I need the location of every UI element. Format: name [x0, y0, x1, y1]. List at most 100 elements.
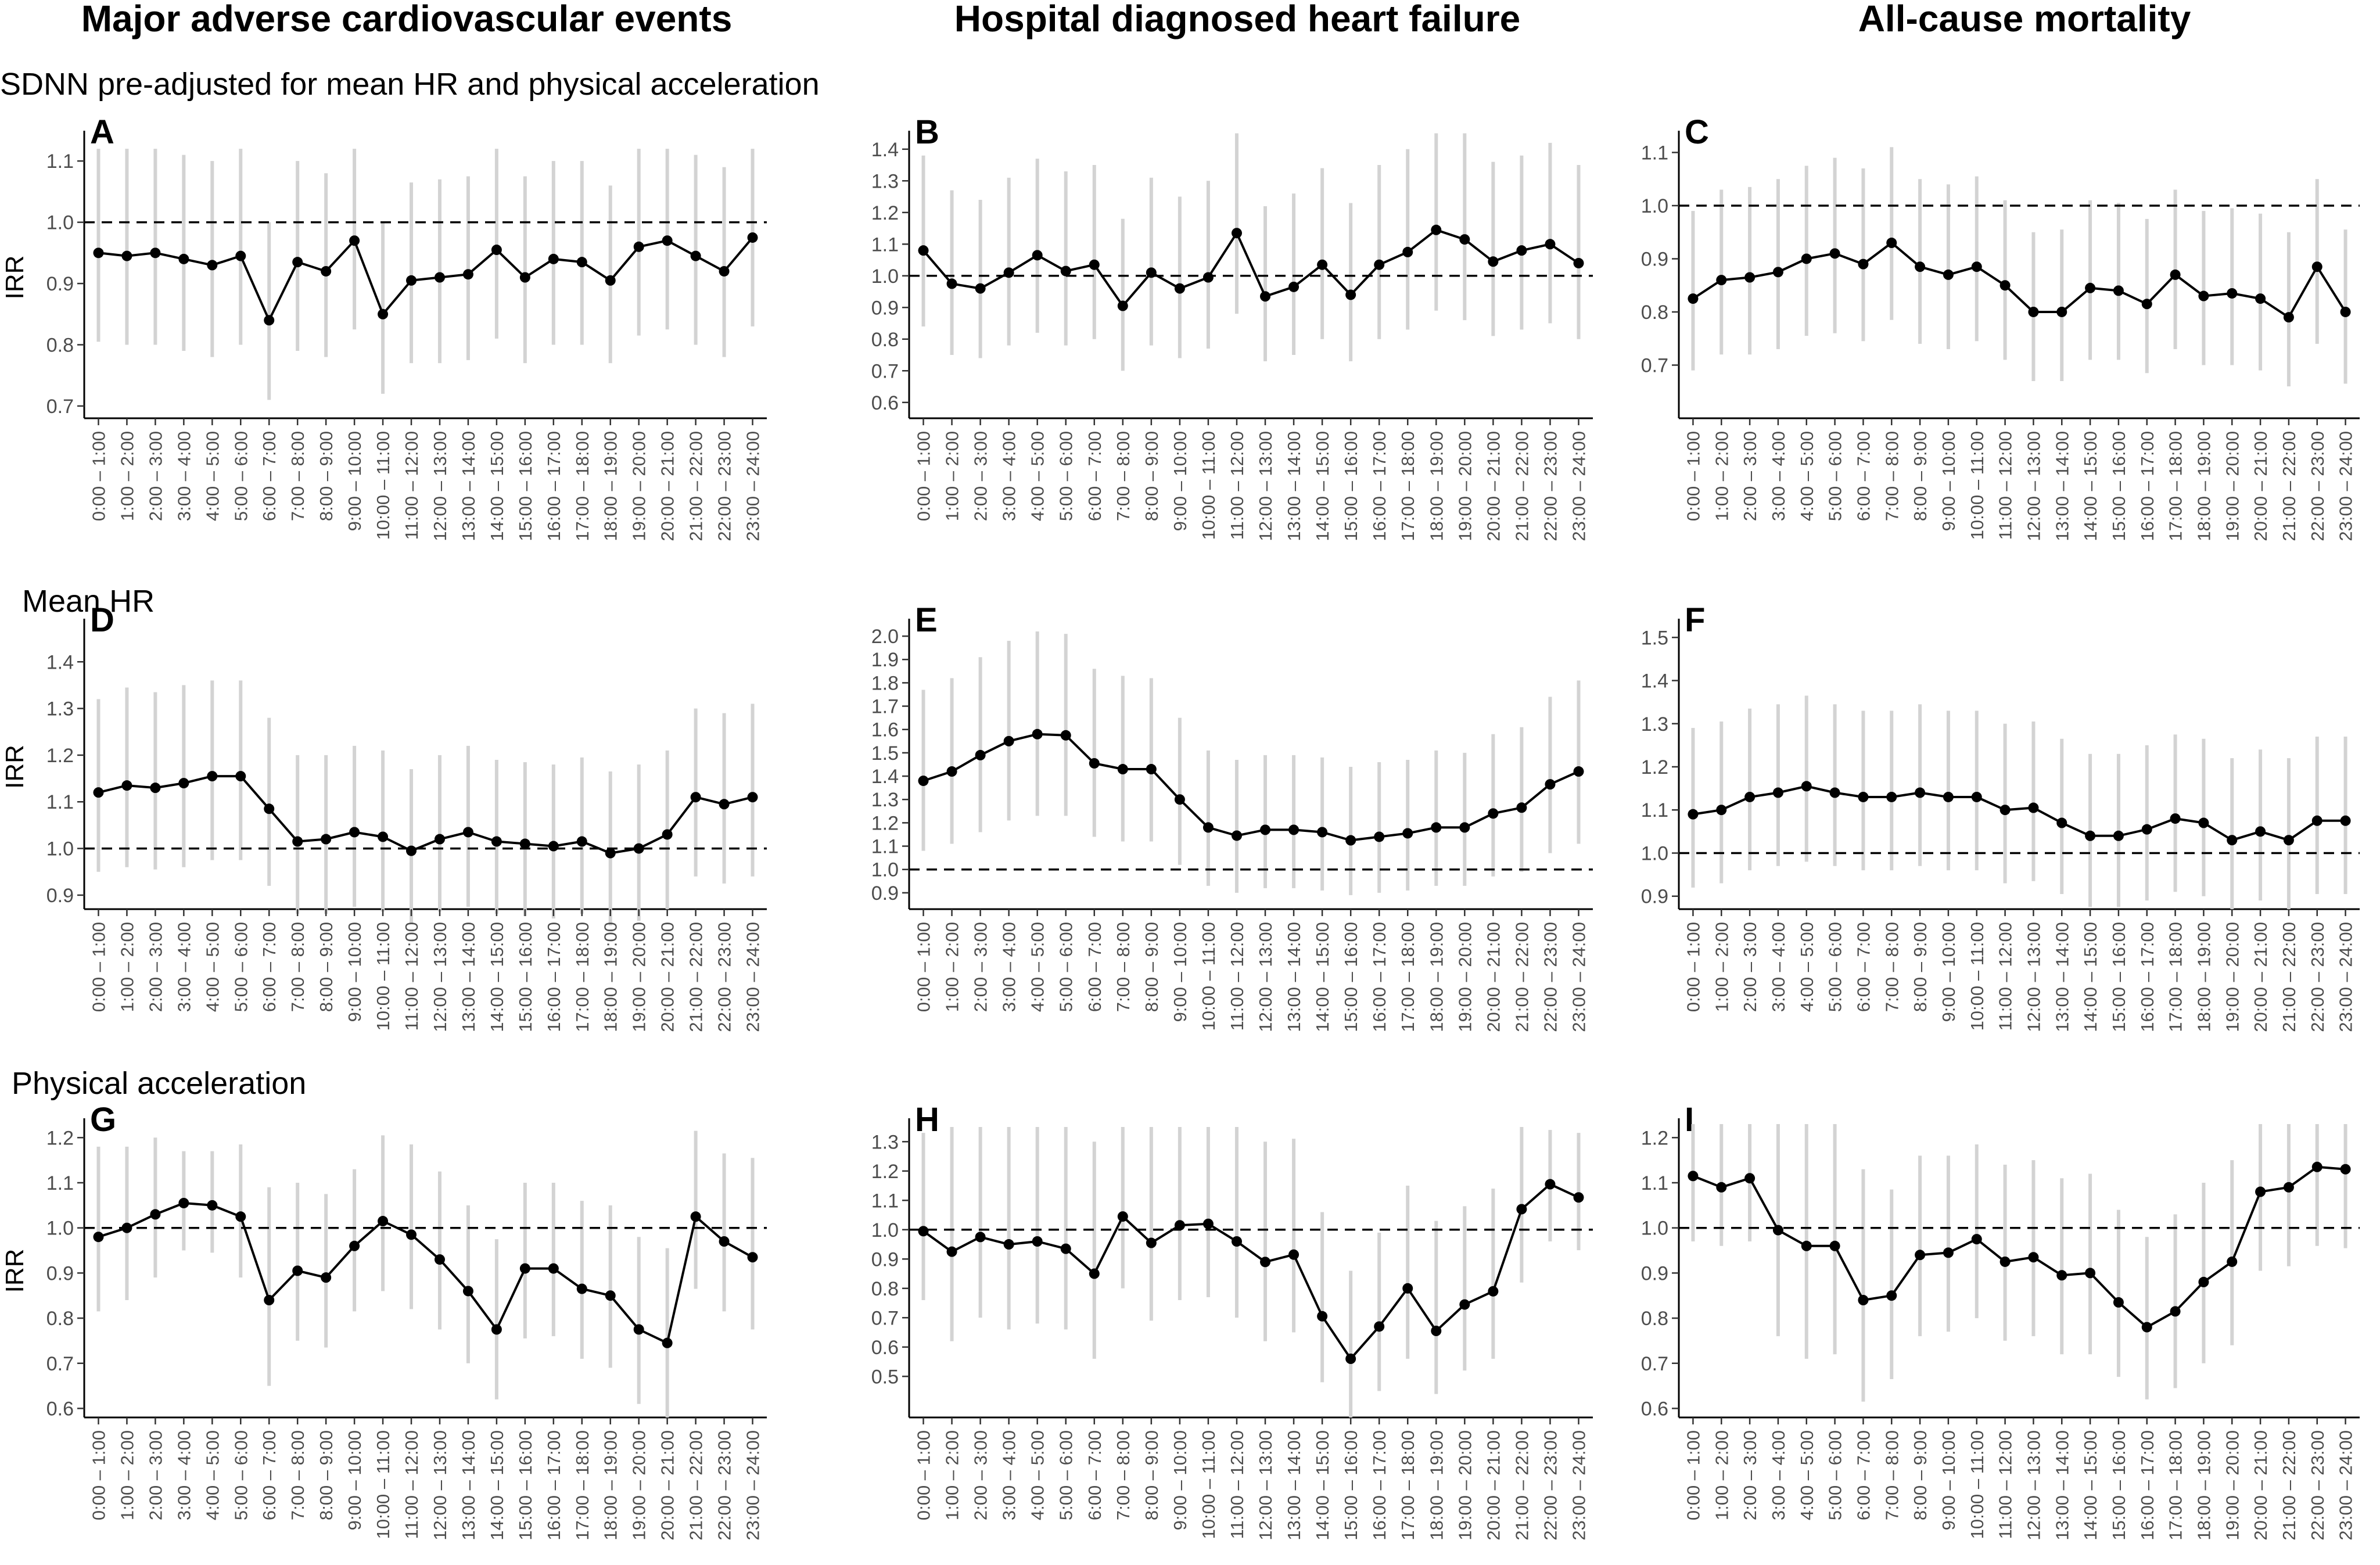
x-tick-label: 15:00 – 16:00 [1341, 431, 1361, 541]
x-tick-label: 19:00 – 20:00 [1455, 922, 1475, 1032]
y-axis-title: IRR [1, 256, 29, 300]
data-point [1915, 1250, 1926, 1261]
data-point [2340, 815, 2351, 826]
data-point [1971, 261, 1982, 272]
data-point [1801, 1240, 1812, 1251]
x-tick-label: 10:00 – 11:00 [1198, 431, 1219, 540]
x-tick-label: 22:00 – 23:00 [2307, 922, 2328, 1032]
x-tick-label: 6:00 – 7:00 [1853, 431, 1873, 521]
y-tick-label: 0.6 [871, 1337, 899, 1359]
y-tick-label: 1.2 [871, 812, 899, 834]
panel-letter-f: F [1685, 601, 1705, 639]
data-point [2141, 1322, 2152, 1333]
data-point [2141, 824, 2152, 835]
data-point [1858, 1295, 1869, 1305]
data-point [1117, 764, 1128, 775]
data-point [1716, 1182, 1727, 1193]
x-tick-label: 7:00 – 8:00 [1113, 922, 1133, 1012]
x-tick-label: 10:00 – 11:00 [1967, 431, 1987, 540]
data-point [2227, 288, 2238, 299]
y-tick-label: 0.7 [46, 396, 74, 418]
x-tick-label: 3:00 – 4:00 [174, 922, 194, 1012]
data-point [1202, 272, 1214, 283]
data-point [93, 1232, 104, 1243]
x-tick-label: 6:00 – 7:00 [259, 922, 279, 1012]
x-tick-label: 8:00 – 9:00 [316, 1430, 336, 1520]
x-tick-label: 23:00 – 24:00 [2336, 431, 2356, 541]
y-tick-label: 0.5 [871, 1366, 899, 1388]
data-point [1716, 275, 1727, 286]
data-point [1971, 791, 1982, 802]
x-tick-label: 14:00 – 15:00 [1312, 1430, 1333, 1541]
data-point [1516, 245, 1527, 256]
data-point [1772, 267, 1783, 278]
x-tick-label: 8:00 – 9:00 [1141, 1430, 1162, 1520]
x-tick-label: 11:00 – 12:00 [1227, 1430, 1247, 1539]
data-point [1688, 809, 1699, 820]
panel-letter-h: H [915, 1101, 939, 1139]
data-point [690, 792, 701, 803]
x-tick-label: 5:00 – 6:00 [1056, 922, 1076, 1012]
data-point [1801, 781, 1812, 792]
data-point [1573, 766, 1584, 777]
x-tick-label: 3:00 – 4:00 [999, 922, 1020, 1012]
x-tick-label: 21:00 – 22:00 [2279, 922, 2299, 1032]
x-tick-label: 1:00 – 2:00 [1711, 1430, 1732, 1520]
x-tick-label: 4:00 – 5:00 [1797, 922, 1817, 1012]
x-tick-label: 12:00 – 13:00 [2023, 431, 2044, 541]
data-point [946, 766, 957, 777]
x-tick-label: 15:00 – 16:00 [1341, 1430, 1361, 1541]
row-title-mean-hr: Mean HR [22, 584, 155, 619]
data-point [1089, 758, 1100, 769]
data-point [1431, 1326, 1442, 1337]
data-point [2198, 1276, 2209, 1287]
x-tick-label: 10:00 – 11:00 [1198, 1430, 1219, 1539]
x-tick-label: 14:00 – 15:00 [1312, 922, 1333, 1032]
data-point [349, 827, 360, 838]
data-point [292, 836, 303, 847]
x-tick-label: 1:00 – 2:00 [117, 922, 137, 1012]
x-tick-label: 12:00 – 13:00 [1255, 431, 1276, 541]
data-point [1573, 1192, 1584, 1203]
x-tick-label: 13:00 – 14:00 [1284, 431, 1304, 541]
data-point [1032, 728, 1043, 740]
data-point [975, 1232, 986, 1243]
data-point [633, 241, 644, 252]
x-tick-label: 9:00 – 10:00 [1939, 431, 1959, 531]
data-point [1688, 293, 1699, 304]
data-point [576, 836, 587, 847]
data-point [1345, 835, 1356, 846]
x-tick-label: 15:00 – 16:00 [515, 922, 536, 1032]
data-point [918, 1226, 929, 1237]
data-point [434, 272, 445, 283]
data-point [1459, 1299, 1470, 1310]
x-tick-label: 20:00 – 21:00 [658, 431, 678, 541]
data-point [1374, 1321, 1385, 1332]
x-tick-label: 6:00 – 7:00 [1853, 922, 1873, 1012]
series-line [98, 775, 753, 855]
data-point [1516, 802, 1527, 813]
y-tick-label: 0.6 [46, 1398, 74, 1420]
data-point [1402, 246, 1413, 257]
y-tick-label: 0.9 [1641, 886, 1668, 908]
series-line [1693, 785, 2346, 842]
x-tick-label: 4:00 – 5:00 [1797, 431, 1817, 521]
data-point [378, 308, 389, 320]
data-point [1288, 824, 1300, 835]
y-tick-label: 1.1 [871, 836, 899, 858]
x-tick-label: 15:00 – 16:00 [515, 1430, 536, 1541]
data-point [1032, 1236, 1043, 1247]
x-tick-label: 8:00 – 9:00 [1910, 1430, 1930, 1520]
x-tick-label: 23:00 – 24:00 [1568, 431, 1589, 541]
x-tick-label: 21:00 – 22:00 [686, 1430, 706, 1541]
data-point [1829, 787, 1840, 798]
y-tick-label: 1.1 [1641, 799, 1668, 821]
x-tick-label: 20:00 – 21:00 [658, 1430, 678, 1541]
data-point [235, 250, 246, 261]
x-tick-label: 1:00 – 2:00 [1711, 431, 1732, 521]
data-point [1117, 300, 1128, 311]
data-point [150, 247, 161, 259]
y-tick-label: 1.4 [871, 766, 899, 788]
x-tick-label: 18:00 – 19:00 [1426, 1430, 1446, 1541]
x-tick-label: 22:00 – 23:00 [2307, 431, 2328, 541]
